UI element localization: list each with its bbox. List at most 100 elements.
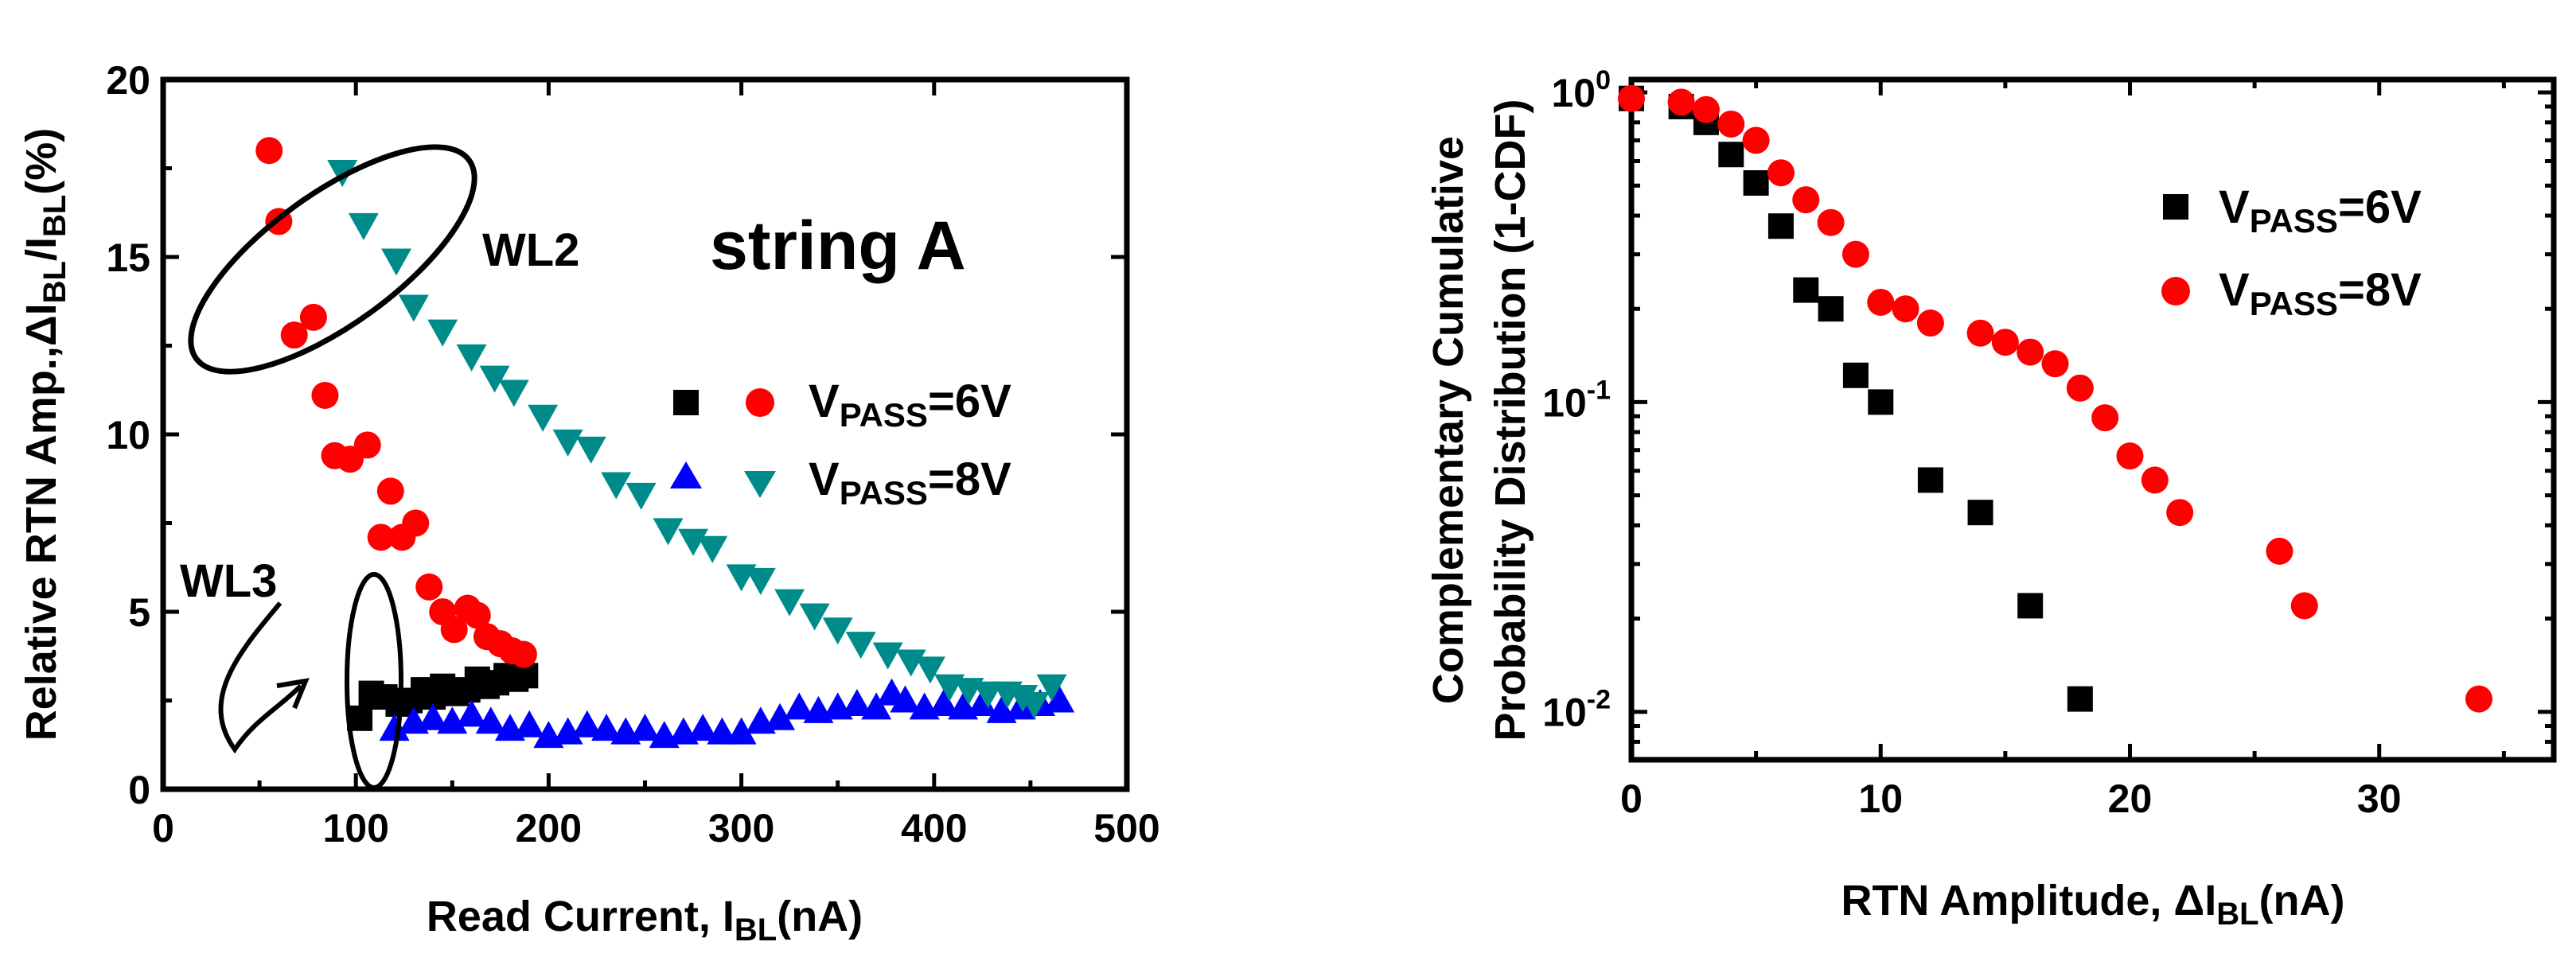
y-tick-label-right: 100: [1551, 65, 1611, 115]
data-point-series-0: [1767, 213, 1794, 239]
data-point-wl2_8v: [348, 212, 379, 240]
data-point-wl2_8v: [1036, 674, 1067, 702]
data-point-series-0: [1917, 467, 1943, 493]
x-tick-label-left: 500: [1093, 806, 1159, 850]
data-point-wl2_8v: [1007, 685, 1039, 713]
legend-label-8v: VPASS=8V: [2219, 264, 2422, 322]
data-point-series-1: [1792, 186, 1820, 214]
data-point-wl2_6v: [402, 509, 430, 537]
data-point-wl3_8v: [765, 702, 796, 730]
data-point-wl2_8v: [872, 642, 903, 670]
legend-left: VPASS=6V VPASS=8V: [670, 376, 1011, 512]
legend-right: VPASS=6V VPASS=8V: [2161, 181, 2422, 322]
wl3-arrow: [218, 601, 303, 754]
x-tick-label-right: 10: [1858, 776, 1903, 821]
legend-marker-wl2-6v: [746, 388, 774, 417]
plot-frame-right: [1628, 76, 2557, 763]
x-tick-label-left: 0: [152, 806, 174, 850]
data-point-series-1: [1667, 88, 1695, 116]
y-axis-label-right-line2: Probability Distribution (1-CDF): [1487, 99, 1534, 741]
data-point-series-1: [1892, 295, 1919, 323]
data-point-wl2_8v: [575, 436, 606, 464]
data-point-wl2_6v: [255, 137, 283, 165]
annotation-wl2: WL2: [482, 224, 579, 276]
data-point-series-0: [1743, 169, 1769, 196]
data-point-wl2_6v: [376, 477, 404, 505]
data-point-series-1: [2141, 466, 2169, 494]
data-point-series-0: [1793, 277, 1819, 303]
data-point-wl2_8v: [498, 379, 529, 407]
data-point-series-1: [1867, 288, 1895, 316]
left-data-marks: [255, 137, 1075, 749]
right-axis-ticks: 0 10 20 30 100 10-1 10-2: [1542, 65, 2554, 821]
data-point-series-0: [2017, 593, 2044, 619]
wl3-ellipse: [345, 572, 403, 790]
legend-marker-wl3-6v: [673, 390, 699, 415]
data-point-wl2_8v: [774, 589, 805, 617]
data-point-wl3_8v: [379, 714, 410, 741]
data-point-wl3_8v: [475, 706, 506, 734]
legend-marker-8v: [2161, 277, 2190, 305]
data-point-series-1: [1966, 319, 1994, 347]
data-point-wl3_8v: [418, 702, 449, 730]
data-point-wl2_8v: [972, 681, 1004, 709]
data-point-series-0: [1718, 142, 1744, 168]
legend-marker-wl2-8v: [744, 471, 776, 498]
annotation-wl3: WL3: [180, 555, 277, 607]
data-point-series-1: [1717, 110, 1745, 138]
data-point-wl2_6v: [415, 573, 443, 601]
wl3-arrowhead: [276, 678, 310, 710]
data-point-wl2_8v: [398, 294, 429, 322]
data-point-wl2_6v: [311, 381, 339, 409]
data-point-series-0: [1967, 500, 1993, 526]
data-point-wl2_8v: [914, 656, 945, 684]
data-point-series-0: [1868, 389, 1894, 415]
data-point-series-0: [1818, 296, 1844, 322]
data-point-wl2_6v: [353, 431, 381, 459]
x-tick-label-right: 0: [1620, 776, 1643, 821]
right-data-marks: [1618, 84, 2493, 713]
data-point-series-1: [2091, 404, 2119, 432]
data-point-wl3_8v: [571, 710, 602, 737]
data-point-series-0: [2067, 686, 2093, 712]
data-point-wl2_8v: [895, 649, 926, 677]
data-point-series-1: [2041, 350, 2069, 378]
data-point-series-1: [2465, 685, 2493, 713]
x-axis-label-right: RTN Amplitude, ΔIBL(nA): [1841, 877, 2344, 932]
data-point-wl2_8v: [799, 603, 830, 631]
y-axis-label-right-line1: Complementary Cumulative: [1424, 136, 1472, 704]
data-point-series-0: [1842, 362, 1869, 388]
x-tick-label-right: 20: [2108, 776, 2153, 821]
data-point-wl2_8v: [697, 535, 728, 563]
y-tick-label-left: 5: [128, 590, 150, 635]
x-tick-label-right: 30: [2357, 776, 2402, 821]
x-axis-label-left: Read Current, IBL(nA): [427, 893, 863, 948]
data-point-wl3_8v: [552, 717, 583, 745]
y-tick-label-left: 20: [106, 58, 150, 103]
annotation-string-a: string A: [710, 208, 966, 284]
data-point-series-1: [2290, 592, 2318, 620]
data-point-wl3_8v: [629, 714, 661, 741]
data-point-series-1: [1767, 159, 1795, 187]
data-point-series-1: [2017, 338, 2044, 366]
legend-marker-wl3-8v: [670, 461, 702, 488]
data-point-series-1: [1692, 95, 1720, 123]
data-point-wl2_6v: [509, 640, 537, 668]
data-point-wl2_8v: [845, 632, 876, 660]
data-point-wl2_8v: [381, 248, 412, 276]
data-point-wl3_8v: [688, 714, 719, 741]
data-point-wl3_8v: [707, 717, 738, 745]
data-point-wl3_8v: [514, 710, 545, 737]
x-tick-label-left: 100: [322, 806, 388, 850]
data-point-series-1: [1991, 329, 2019, 356]
legend-label-vpass-8v: VPASS=8V: [809, 453, 1011, 512]
data-point-wl3_8v: [967, 688, 998, 716]
data-point-series-1: [1742, 126, 1770, 154]
data-point-wl2_6v: [280, 321, 308, 349]
y-tick-label-left: 10: [106, 413, 150, 457]
chart-rtn-vs-read-current: 0 100 200 300 400 500 0 5 10 15 20 string A WL2 WL…: [18, 58, 1160, 948]
y-tick-label-right: 10-1: [1542, 375, 1611, 425]
data-point-wl2_8v: [552, 429, 583, 457]
data-point-wl3_8v: [861, 692, 892, 720]
